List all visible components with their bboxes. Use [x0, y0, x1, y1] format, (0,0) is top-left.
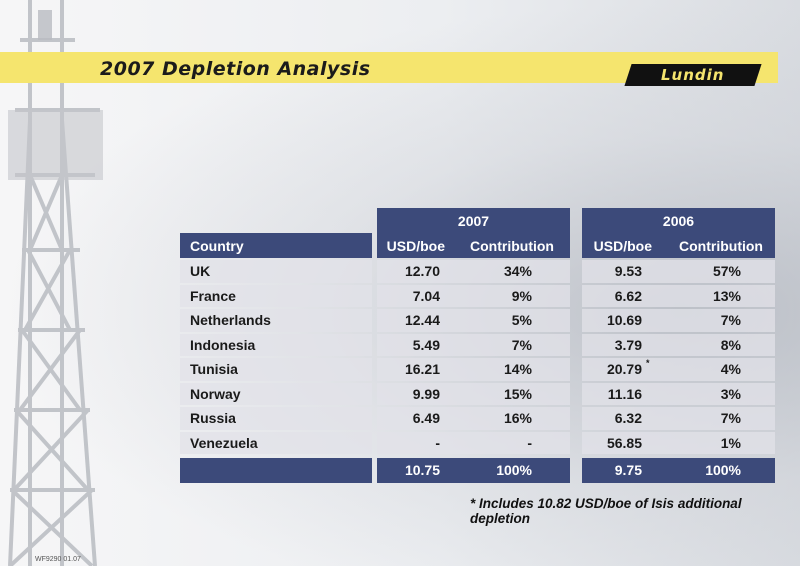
contribution-2007-cell: 15%: [503, 385, 532, 402]
row-band: [582, 309, 775, 332]
row-band: [377, 309, 570, 332]
col-usd-2007-header: USD/boe: [386, 238, 445, 254]
contribution-2006-cell: 7%: [720, 312, 741, 328]
usd-2006-cell: 6.32: [614, 410, 642, 426]
usd-2006-cell: 10.69: [606, 312, 642, 328]
total-row-2007-block: [377, 458, 570, 483]
total-row-country-block: [180, 458, 372, 483]
usd-2006-cell: 3.79: [614, 336, 642, 353]
usd-2006-cell: 9.53: [614, 263, 642, 279]
row-band: [180, 260, 372, 283]
row-band: [377, 333, 570, 356]
total-contribution-2007: 100%: [496, 462, 532, 478]
contribution-2007-cell: 7%: [511, 336, 532, 353]
total-usd-2006: 9.75: [614, 462, 642, 478]
slide-title: 2007 Depletion Analysis: [100, 58, 371, 80]
usd-2007-cell: 7.04: [412, 287, 440, 304]
contribution-2006-cell: 1%: [720, 434, 741, 451]
year-2007-label: 2007: [457, 213, 490, 229]
usd-2006-cell: 11.16: [607, 385, 642, 402]
contribution-2006-cell: 8%: [720, 336, 741, 353]
row-band: [582, 358, 775, 381]
row-band: [180, 309, 372, 332]
contribution-2006-cell: 3%: [720, 385, 741, 402]
row-band: [377, 358, 570, 381]
row-band: [377, 382, 570, 405]
country-cell: France: [190, 287, 236, 304]
contribution-2007-cell: 9%: [511, 287, 532, 304]
year-2006-label: 2006: [662, 213, 695, 229]
row-band: [582, 333, 775, 356]
row-band: [180, 358, 372, 381]
row-band: [377, 260, 570, 283]
contribution-2006-cell: 7%: [720, 410, 741, 426]
usd-2006-cell: 20.79: [606, 361, 642, 377]
header-country-block: [180, 233, 372, 258]
country-cell: Tunisia: [190, 361, 238, 377]
usd-2007-cell: 6.49: [412, 410, 440, 426]
row-band: [180, 333, 372, 356]
row-band: [377, 431, 570, 454]
contribution-2006-cell: 57%: [712, 263, 741, 279]
total-row-2006-block: [582, 458, 775, 483]
col-contribution-2007-header: Contribution: [470, 238, 554, 254]
row-band: [180, 382, 372, 405]
lundin-logo: Lundin: [624, 64, 762, 86]
col-contribution-2006-header: Contribution: [679, 238, 763, 254]
row-band: [582, 284, 775, 307]
country-cell: Russia: [190, 410, 236, 426]
total-contribution-2006: 100%: [705, 462, 741, 478]
footnote-marker: *: [646, 358, 650, 368]
row-band: [377, 284, 570, 307]
usd-2007-cell: 16.21: [404, 361, 440, 377]
row-band: [582, 431, 775, 454]
usd-2007-cell: 12.70: [404, 263, 440, 279]
contribution-2007-cell: -: [527, 434, 532, 451]
header-2006-block: [582, 208, 775, 258]
country-cell: Venezuela: [190, 434, 258, 451]
row-band: [582, 407, 775, 430]
oil-rig-tower-graphic: [8, 0, 103, 566]
contribution-2007-cell: 5%: [511, 312, 532, 328]
usd-2007-cell: -: [435, 434, 440, 451]
row-band: [180, 407, 372, 430]
country-cell: Indonesia: [190, 336, 256, 353]
country-cell: UK: [190, 263, 211, 279]
usd-2007-cell: 5.49: [412, 336, 440, 353]
row-band: [377, 407, 570, 430]
country-cell: Netherlands: [190, 312, 271, 328]
country-cell: Norway: [190, 385, 241, 402]
row-band: [582, 382, 775, 405]
header-2007-block: [377, 208, 570, 258]
col-usd-2006-header: USD/boe: [593, 238, 652, 254]
footnote: * Includes 10.82 USD/boe of Isis additio…: [470, 496, 742, 526]
usd-2007-cell: 9.99: [412, 385, 440, 402]
row-band: [180, 431, 372, 454]
logo-text: Lundin: [661, 66, 725, 84]
contribution-2007-cell: 14%: [503, 361, 532, 377]
col-country-header: Country: [190, 238, 244, 254]
row-band: [180, 284, 372, 307]
contribution-2006-cell: 13%: [712, 287, 741, 304]
usd-2006-cell: 6.62: [614, 287, 642, 304]
usd-2006-cell: 56.85: [606, 434, 642, 451]
total-usd-2007: 10.75: [404, 462, 440, 478]
contribution-2007-cell: 16%: [503, 410, 532, 426]
document-code: WF9290 01.07: [35, 556, 81, 563]
row-band: [582, 260, 775, 283]
contribution-2007-cell: 34%: [503, 263, 532, 279]
usd-2007-cell: 12.44: [404, 312, 440, 328]
contribution-2006-cell: 4%: [720, 361, 741, 377]
